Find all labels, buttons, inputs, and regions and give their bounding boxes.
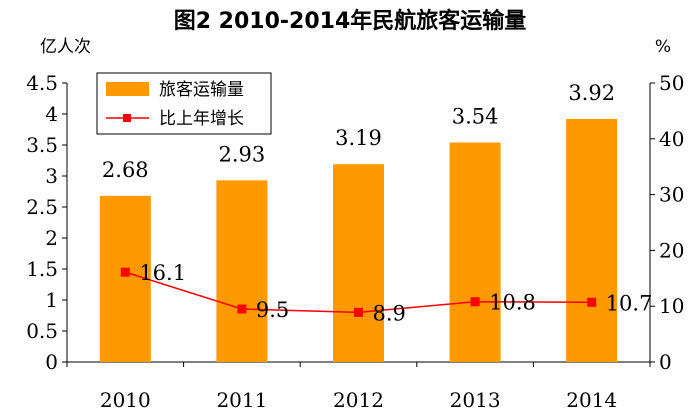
- left-tick-label: 1.5: [26, 257, 58, 281]
- bar-value-label: 3.54: [452, 105, 499, 129]
- left-tick-label: 4: [45, 102, 58, 126]
- bar: [449, 142, 501, 362]
- bar: [99, 195, 151, 362]
- bar-value-label: 3.92: [568, 81, 615, 105]
- x-tick-label: 2011: [216, 388, 267, 412]
- left-tick-label: 3: [45, 164, 58, 188]
- bar: [566, 118, 618, 363]
- left-tick-label: 2.5: [26, 195, 58, 219]
- right-tick-label: 20: [659, 238, 684, 262]
- x-tick-label: 2010: [100, 388, 151, 412]
- legend: 旅客运输量 比上年增长: [96, 72, 272, 135]
- left-axis-unit: 亿人次: [40, 37, 91, 57]
- left-tick-label: 0.5: [26, 319, 58, 343]
- growth-marker: [587, 297, 597, 307]
- growth-value-label: 10.8: [489, 291, 536, 315]
- chart-title: 图2 2010-2014年民航旅客运输量: [174, 8, 527, 34]
- x-tick-label: 2012: [333, 388, 384, 412]
- right-axis-unit: %: [655, 37, 671, 57]
- legend-label-bar: 旅客运输量: [159, 80, 244, 100]
- growth-value-label: 16.1: [139, 261, 186, 285]
- right-tick-label: 30: [659, 183, 684, 207]
- legend-swatch-bar: [106, 82, 149, 96]
- right-tick-label: 0: [659, 350, 672, 374]
- bar-value-label: 2.93: [219, 142, 266, 166]
- bar: [333, 164, 384, 362]
- growth-marker: [237, 304, 247, 314]
- growth-marker: [470, 297, 480, 307]
- bar: [216, 180, 268, 362]
- right-tick-label: 10: [659, 294, 684, 318]
- x-tick-label: 2014: [566, 388, 617, 412]
- bar-value-label: 2.68: [102, 158, 149, 182]
- x-tick-label: 2013: [450, 388, 501, 412]
- bar-value-label: 3.19: [335, 126, 382, 150]
- right-tick-label: 40: [659, 127, 684, 151]
- left-tick-label: 3.5: [26, 133, 58, 157]
- growth-marker: [354, 307, 363, 317]
- right-tick-label: 50: [659, 71, 684, 95]
- left-tick-label: 2: [45, 226, 58, 250]
- legend-swatch-marker: [123, 114, 131, 122]
- legend-label-line: 比上年增长: [159, 109, 244, 129]
- growth-value-label: 10.7: [606, 291, 653, 315]
- growth-value-label: 8.9: [373, 301, 406, 325]
- left-tick-label: 4.5: [26, 71, 58, 95]
- growth-marker: [120, 267, 130, 277]
- left-tick-label: 1: [45, 288, 58, 312]
- growth-value-label: 9.5: [256, 298, 289, 322]
- left-tick-label: 0: [45, 350, 58, 374]
